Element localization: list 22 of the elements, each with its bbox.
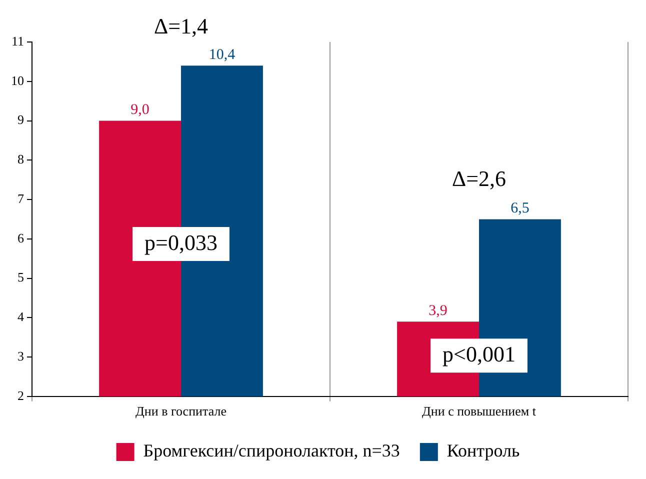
legend-label: Контроль — [446, 440, 520, 461]
data-label: 3,9 — [428, 303, 448, 320]
annotation: p=0,033 — [144, 230, 218, 255]
legend-label: Бромгексин/спиронолактон, n=33 — [143, 440, 400, 461]
y-tick-label: 4 — [18, 309, 24, 324]
annotation: Δ=2,6 — [452, 166, 506, 191]
y-tick-label: 10 — [11, 72, 24, 88]
y-tick-label: 6 — [18, 230, 24, 246]
y-tick-label: 8 — [18, 152, 24, 167]
y-tick-label: 2 — [18, 388, 24, 403]
text: Δ=1,4 — [154, 14, 208, 39]
data-label: 6,5 — [510, 200, 530, 217]
y-tick-label: 5 — [18, 270, 24, 285]
annotation: p<0,001 — [442, 341, 516, 366]
data-label: 10,4 — [208, 47, 236, 64]
x-tick-label: Дни в госпитале — [136, 404, 227, 419]
y-tick-label: 7 — [18, 190, 24, 206]
y-tick-label: 11 — [11, 33, 24, 48]
data-label: 9,0 — [130, 102, 150, 118]
x-tick-label: Дни с повышением t — [422, 404, 536, 419]
y-tick-label: 3 — [18, 348, 24, 364]
y-tick-label: 9 — [18, 112, 24, 128]
